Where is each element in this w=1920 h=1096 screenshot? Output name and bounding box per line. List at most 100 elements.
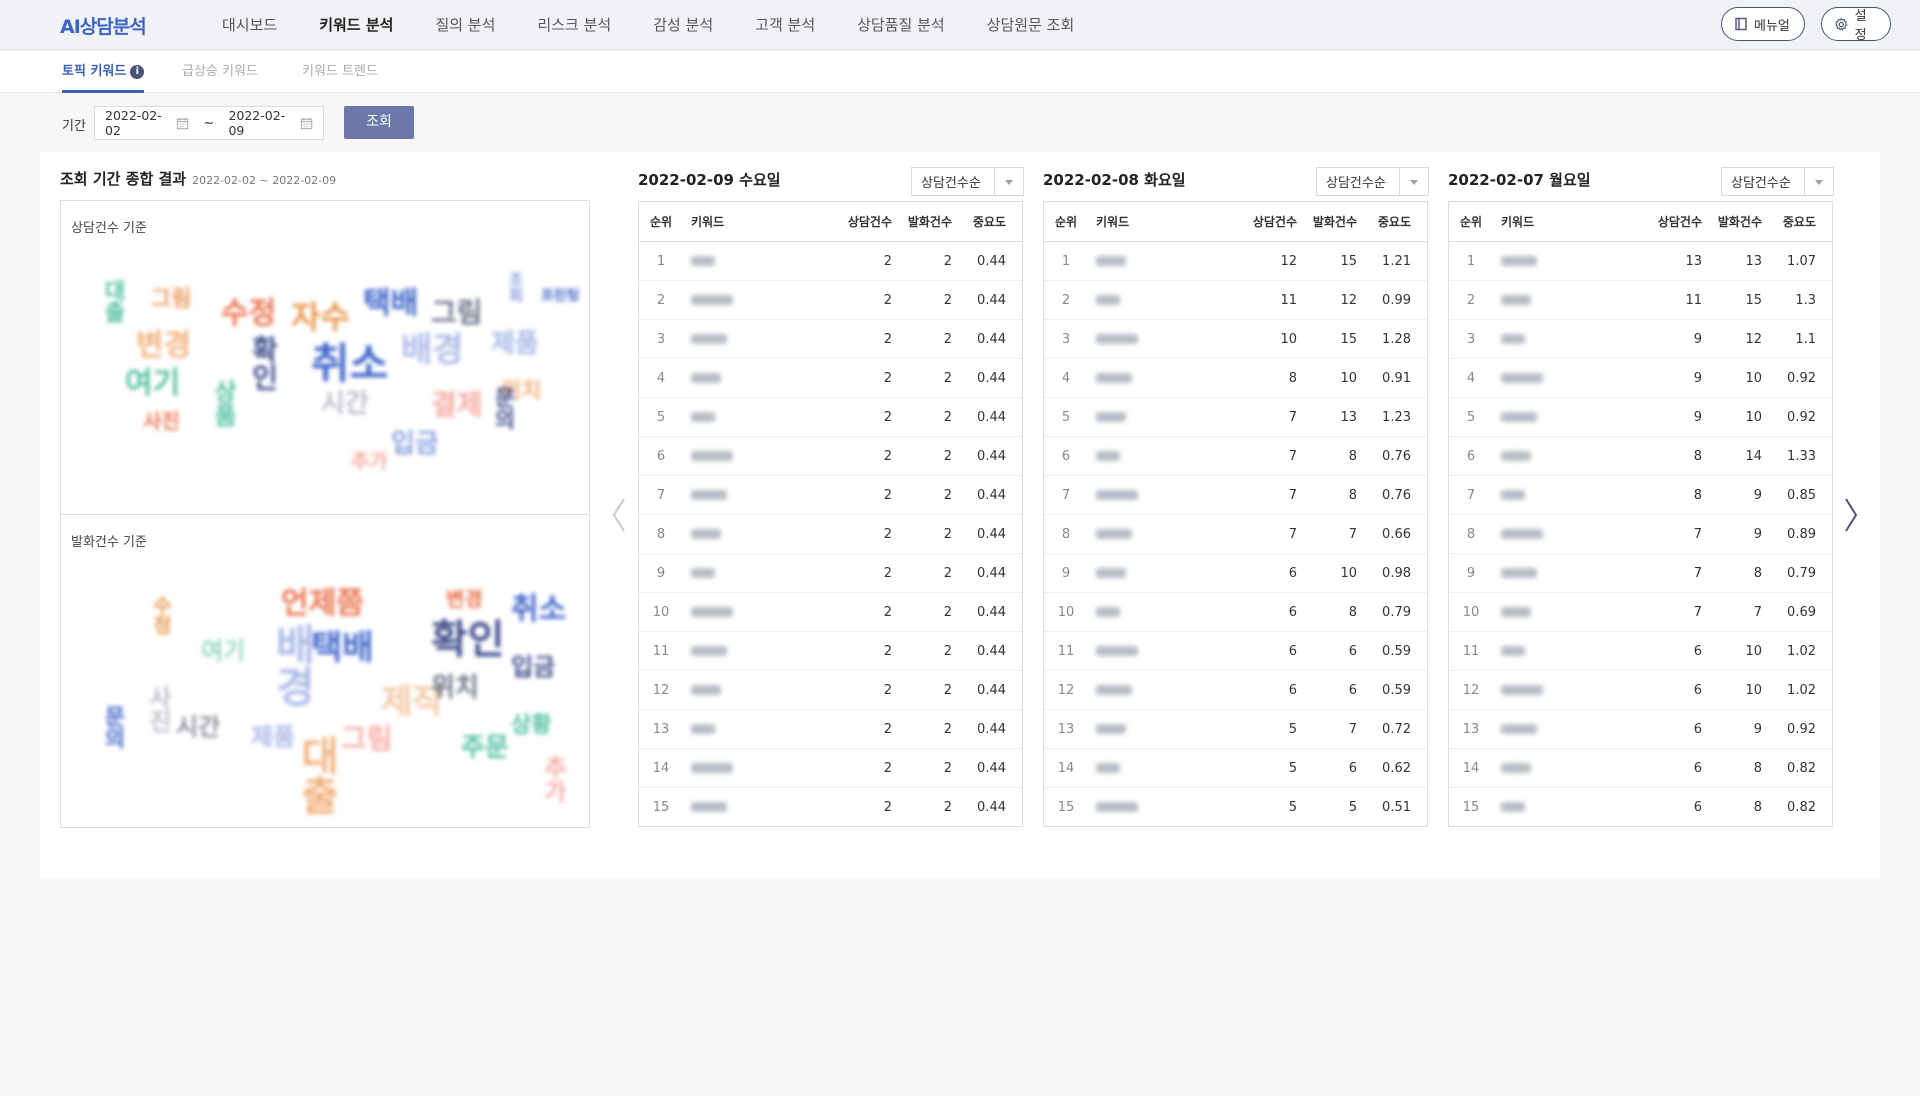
- table-row[interactable]: 3 10 15 1.28: [1044, 320, 1427, 359]
- prev-arrow[interactable]: [604, 490, 634, 540]
- table-row[interactable]: 1 2 2 0.44: [639, 242, 1022, 281]
- summary-range: 2022-02-02 ~ 2022-02-09: [192, 174, 337, 187]
- start-date-field[interactable]: 2022-02-02: [95, 107, 200, 139]
- table-row[interactable]: 4 8 10 0.91: [1044, 359, 1427, 398]
- manual-button[interactable]: 메뉴얼: [1721, 7, 1805, 41]
- table-row[interactable]: 5 7 13 1.23: [1044, 398, 1427, 437]
- wordcloud-word: 자수: [291, 298, 350, 336]
- wordcloud-word: 문의: [100, 705, 125, 749]
- manual-button-label: 메뉴얼: [1754, 18, 1790, 34]
- tab-keyword-trend[interactable]: 키워드 트렌드: [302, 64, 378, 79]
- table-row[interactable]: 4 9 10 0.92: [1449, 359, 1832, 398]
- next-arrow[interactable]: [1836, 490, 1866, 540]
- table-row[interactable]: 2 11 15 1.3: [1449, 281, 1832, 320]
- utterance-count-cell: 8: [1348, 448, 1357, 464]
- table-row[interactable]: 3 9 12 1.1: [1449, 320, 1832, 359]
- rank-cell: 5: [1061, 409, 1071, 425]
- table-row[interactable]: 11 6 6 0.59: [1044, 632, 1427, 671]
- table-row[interactable]: 1 12 15 1.21: [1044, 242, 1427, 281]
- keyword-cell: [1088, 800, 1237, 815]
- nav-item-keyword-analysis[interactable]: 키워드 분석: [319, 16, 394, 34]
- table-row[interactable]: 6 8 14 1.33: [1449, 437, 1832, 476]
- search-button[interactable]: 조회: [344, 106, 414, 139]
- rank-cell: 8: [1061, 526, 1071, 542]
- table-row[interactable]: 6 2 2 0.44: [639, 437, 1022, 476]
- table-row[interactable]: 9 7 8 0.79: [1449, 554, 1832, 593]
- table-row[interactable]: 3 2 2 0.44: [639, 320, 1022, 359]
- rank-cell: 5: [656, 409, 666, 425]
- keyword-cell: [1493, 371, 1642, 386]
- table-row[interactable]: 6 7 8 0.76: [1044, 437, 1427, 476]
- nav-item-dashboard[interactable]: 대시보드: [222, 16, 278, 34]
- sort-select[interactable]: 상담건수순: [1721, 167, 1834, 196]
- wordcloud-word: 확인: [247, 335, 280, 391]
- dropdown-arrow[interactable]: [1804, 168, 1833, 195]
- table-row[interactable]: 10 7 7 0.69: [1449, 593, 1832, 632]
- table-row[interactable]: 9 2 2 0.44: [639, 554, 1022, 593]
- table-row[interactable]: 5 2 2 0.44: [639, 398, 1022, 437]
- wordcloud-word: 대출: [100, 279, 125, 323]
- redacted-keyword: [1096, 607, 1120, 617]
- calendar-icon[interactable]: [300, 116, 313, 131]
- rank-cell: 1: [1061, 253, 1071, 269]
- table-row[interactable]: 7 8 9 0.85: [1449, 476, 1832, 515]
- tab-topic-keyword[interactable]: 토픽 키워드 i: [62, 51, 145, 93]
- keyword-cell: [1088, 566, 1237, 581]
- table-row[interactable]: 7 2 2 0.44: [639, 476, 1022, 515]
- tab-rising-keyword[interactable]: 급상승 키워드: [182, 64, 258, 79]
- table-row[interactable]: 8 7 7 0.66: [1044, 515, 1427, 554]
- calendar-icon[interactable]: [176, 116, 189, 131]
- keyword-cell: [683, 722, 832, 737]
- table-row[interactable]: 14 6 8 0.82: [1449, 749, 1832, 788]
- info-icon[interactable]: i: [130, 64, 145, 79]
- table-row[interactable]: 8 2 2 0.44: [639, 515, 1022, 554]
- redacted-keyword: [1501, 529, 1543, 539]
- table-row[interactable]: 12 6 6 0.59: [1044, 671, 1427, 710]
- nav-item-sentiment-analysis[interactable]: 감성 분석: [653, 16, 714, 34]
- table-row[interactable]: 12 6 10 1.02: [1449, 671, 1832, 710]
- table-row[interactable]: 2 11 12 0.99: [1044, 281, 1427, 320]
- table-row[interactable]: 10 2 2 0.44: [639, 593, 1022, 632]
- caret-down-icon: [1005, 179, 1013, 185]
- table-row[interactable]: 13 5 7 0.72: [1044, 710, 1427, 749]
- table-row[interactable]: 14 5 6 0.62: [1044, 749, 1427, 788]
- table-row[interactable]: 5 9 10 0.92: [1449, 398, 1832, 437]
- end-date-field[interactable]: 2022-02-09: [218, 107, 323, 139]
- table-row[interactable]: 14 2 2 0.44: [639, 749, 1022, 788]
- dropdown-arrow[interactable]: [1399, 168, 1428, 195]
- consult-count-cell: 7: [1693, 565, 1702, 581]
- redacted-keyword: [1096, 412, 1126, 422]
- table-row[interactable]: 13 2 2 0.44: [639, 710, 1022, 749]
- nav-item-transcript-search[interactable]: 상담원문 조회: [986, 16, 1075, 34]
- app-logo[interactable]: AI상담분석: [60, 16, 147, 38]
- table-row[interactable]: 2 2 2 0.44: [639, 281, 1022, 320]
- nav-item-customer-analysis[interactable]: 고객 분석: [755, 16, 816, 34]
- table-row[interactable]: 1 13 13 1.07: [1449, 242, 1832, 281]
- table-row[interactable]: 11 6 10 1.02: [1449, 632, 1832, 671]
- utterance-count-cell: 2: [943, 721, 952, 737]
- table-row[interactable]: 15 2 2 0.44: [639, 788, 1022, 826]
- dropdown-arrow[interactable]: [994, 168, 1023, 195]
- date-range-picker: 2022-02-02 ~ 2022-02-09: [94, 106, 324, 140]
- utterance-count-cell: 2: [943, 682, 952, 698]
- redacted-keyword: [1501, 295, 1531, 305]
- sort-select[interactable]: 상담건수순: [911, 167, 1024, 196]
- keyword-cell: [1088, 332, 1237, 347]
- wordcloud-consult-count-panel: 상담건수 기준 대출 그림 수정 자수 택배 그림 조회 프린팅 변경 여기 확인 취소 배경 제품 결제 위…: [60, 200, 590, 515]
- table-row[interactable]: 9 6 10 0.98: [1044, 554, 1427, 593]
- nav-item-query-analysis[interactable]: 질의 분석: [435, 16, 496, 34]
- table-row[interactable]: 7 7 8 0.76: [1044, 476, 1427, 515]
- table-row[interactable]: 4 2 2 0.44: [639, 359, 1022, 398]
- utterance-count-cell: 2: [943, 643, 952, 659]
- nav-item-risk-analysis[interactable]: 리스크 분석: [537, 16, 612, 34]
- table-row[interactable]: 15 6 8 0.82: [1449, 788, 1832, 826]
- table-row[interactable]: 12 2 2 0.44: [639, 671, 1022, 710]
- table-row[interactable]: 15 5 5 0.51: [1044, 788, 1427, 826]
- table-row[interactable]: 13 6 9 0.92: [1449, 710, 1832, 749]
- settings-button[interactable]: 설정: [1821, 7, 1891, 43]
- table-row[interactable]: 10 6 8 0.79: [1044, 593, 1427, 632]
- nav-item-quality-analysis[interactable]: 상담품질 분석: [857, 16, 945, 34]
- sort-select[interactable]: 상담건수순: [1316, 167, 1429, 196]
- table-row[interactable]: 8 7 9 0.89: [1449, 515, 1832, 554]
- table-row[interactable]: 11 2 2 0.44: [639, 632, 1022, 671]
